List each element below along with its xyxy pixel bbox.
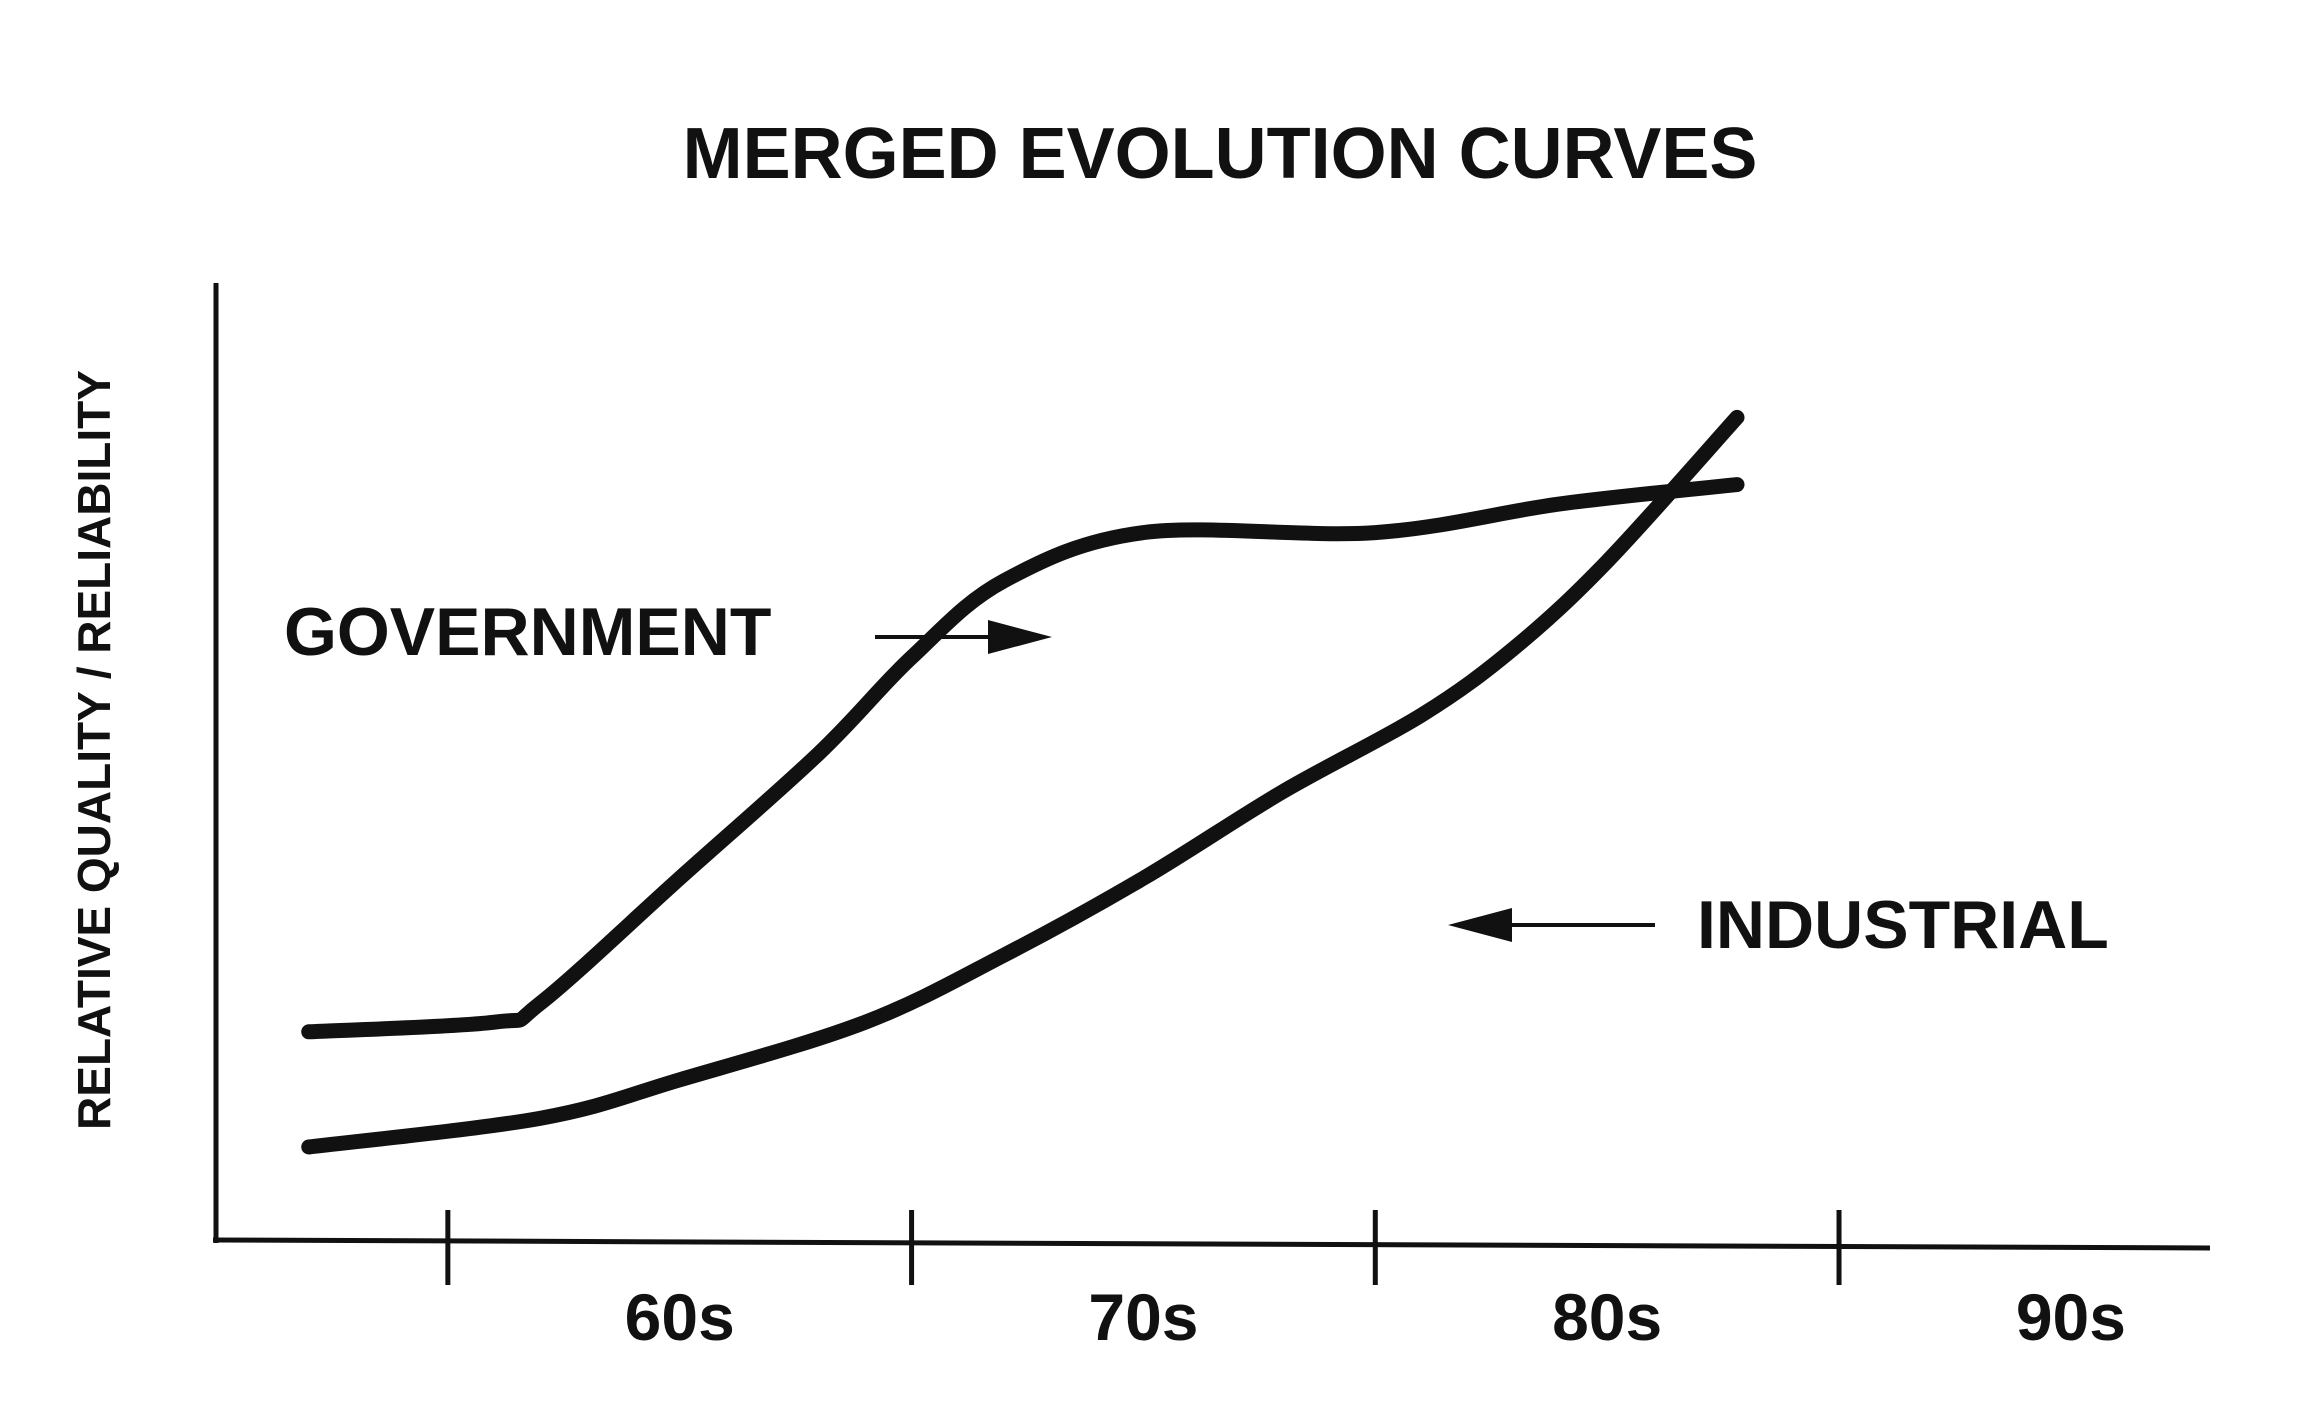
series-label-industrial: INDUSTRIAL bbox=[1697, 887, 2109, 963]
industrial-arrow-head-icon bbox=[1448, 908, 1512, 942]
series-annotations: GOVERNMENT INDUSTRIAL bbox=[284, 594, 2109, 963]
y-axis-label: RELATIVE QUALITY / RELIABILITY bbox=[68, 370, 120, 1130]
x-axis-tick-labels: 60s 70s 80s 90s bbox=[625, 1280, 2126, 1354]
series-line-industrial bbox=[301, 409, 1745, 1155]
series-layer bbox=[301, 409, 1745, 1155]
x-tick-label-80s: 80s bbox=[1552, 1280, 1662, 1354]
series-label-government: GOVERNMENT bbox=[284, 594, 771, 670]
chart-title: MERGED EVOLUTION CURVES bbox=[683, 114, 1758, 194]
x-tick-label-90s: 90s bbox=[2016, 1280, 2126, 1354]
x-tick-label-60s: 60s bbox=[625, 1280, 735, 1354]
x-axis-line bbox=[212, 1237, 2211, 1251]
government-arrow-head-icon bbox=[988, 620, 1052, 654]
x-tick-label-70s: 70s bbox=[1088, 1280, 1198, 1354]
x-axis-ticks bbox=[445, 1210, 1842, 1285]
series-line-government bbox=[301, 477, 1745, 1040]
